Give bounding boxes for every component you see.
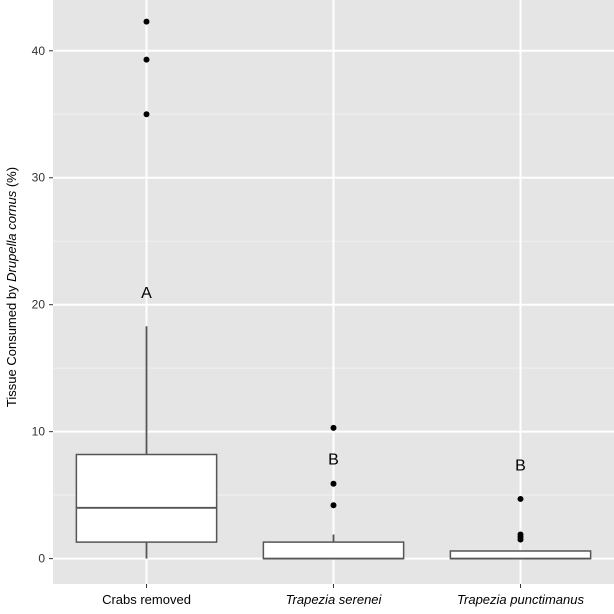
x-tick-label: Trapezia punctimanus bbox=[457, 592, 584, 607]
box-iqr bbox=[449, 550, 592, 560]
y-tick-label: 40 bbox=[32, 44, 46, 58]
box-group bbox=[262, 534, 405, 560]
y-tick-label: 0 bbox=[38, 552, 45, 566]
y-axis-label: Tissue Consumed by Drupella cornus (%) bbox=[4, 167, 19, 407]
box-group bbox=[75, 326, 218, 559]
x-tick-label: Crabs removed bbox=[102, 592, 191, 607]
boxes-layer bbox=[75, 326, 592, 560]
significance-letters: A B B bbox=[141, 285, 526, 475]
significance-letter: B bbox=[328, 451, 339, 468]
y-tick-label: 30 bbox=[32, 171, 46, 185]
outlier-point bbox=[143, 18, 150, 25]
box-iqr bbox=[262, 541, 405, 560]
y-axis-label-part: Tissue Consumed by bbox=[4, 282, 19, 407]
y-axis-label-part: (%) bbox=[4, 167, 19, 191]
outliers-layer bbox=[143, 18, 524, 543]
box-group bbox=[449, 550, 592, 560]
outlier-point bbox=[517, 531, 524, 538]
significance-letter: B bbox=[515, 458, 526, 475]
x-tick-label: Trapezia serenei bbox=[286, 592, 383, 607]
y-tick-label: 20 bbox=[32, 298, 46, 312]
outlier-point bbox=[517, 495, 524, 502]
box-iqr bbox=[75, 453, 218, 543]
outlier-point bbox=[143, 56, 150, 63]
y-axis-label-part: Drupella cornus bbox=[4, 190, 19, 282]
outlier-point bbox=[330, 480, 337, 487]
outlier-point bbox=[143, 111, 150, 118]
significance-letter: A bbox=[141, 285, 152, 302]
outlier-point bbox=[330, 424, 337, 431]
y-tick-label: 10 bbox=[32, 425, 46, 439]
x-axis: Crabs removed Trapezia serenei Trapezia pu… bbox=[102, 584, 584, 607]
y-axis: 0 10 20 30 40 bbox=[32, 44, 53, 566]
outlier-point bbox=[330, 502, 337, 509]
